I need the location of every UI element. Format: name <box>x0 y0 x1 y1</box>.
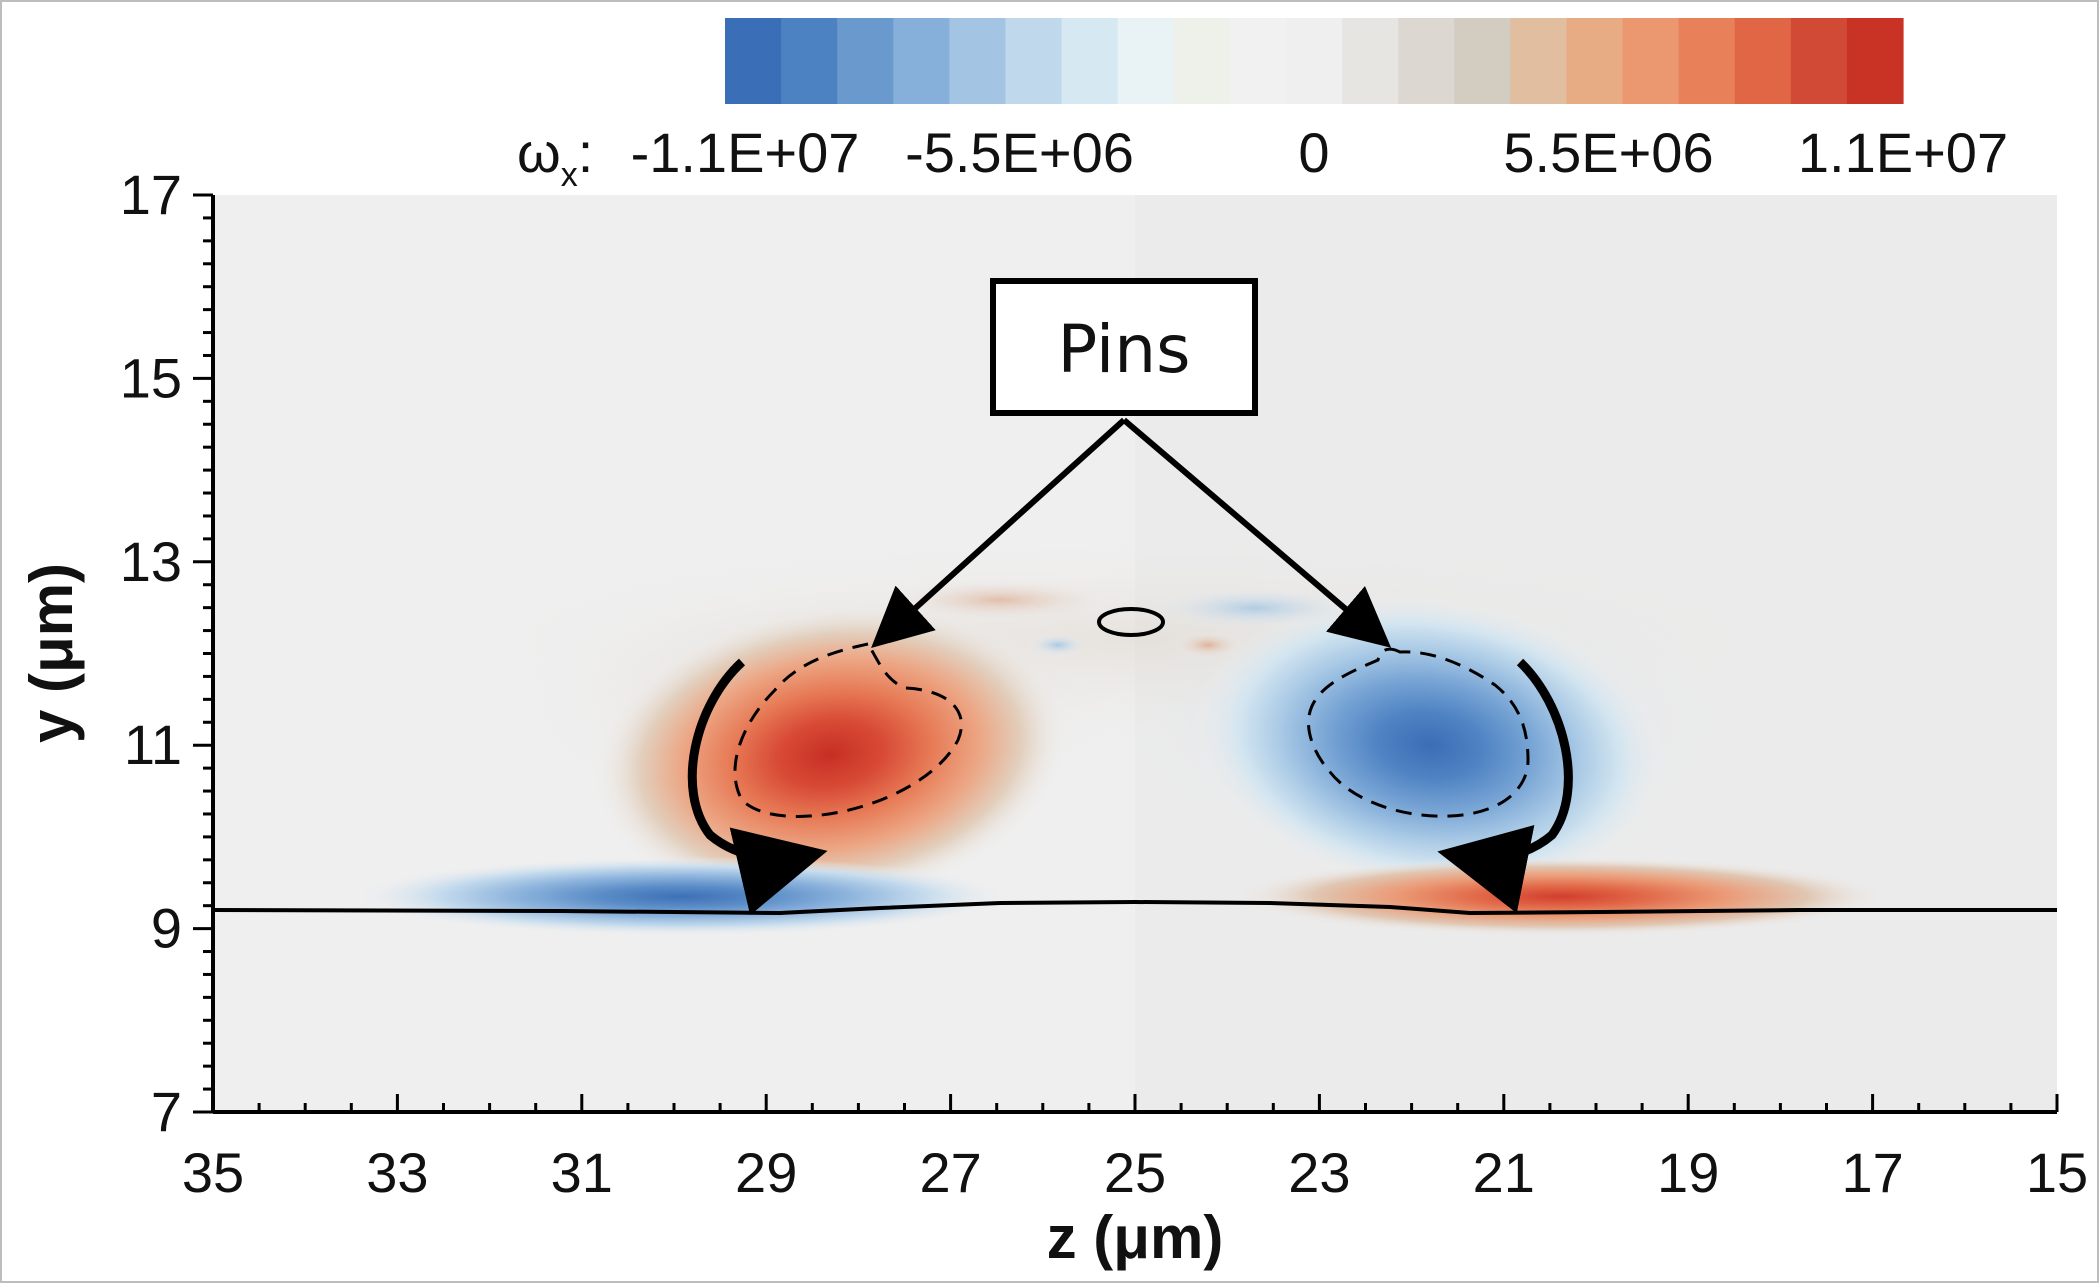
y-ticks: 7 9 11 13 15 17 <box>120 163 213 1143</box>
colorbar-swatch <box>1117 18 1175 104</box>
positive-vortex-wall <box>1230 856 1891 937</box>
x-tick-label: 29 <box>735 1141 797 1204</box>
dashed-contour-left <box>733 642 963 818</box>
rotation-arrow-right <box>1437 658 1573 914</box>
pins-arrow-right <box>1122 417 1392 648</box>
colorbar-labels: ωx: -1.1E+07 -5.5E+06 0 5.5E+06 1.1E+07 <box>517 121 2008 194</box>
tiny-positive-patch <box>1172 631 1244 659</box>
colorbar-swatch <box>1846 18 1904 104</box>
small-contour-loop <box>1097 607 1165 637</box>
colorbar-swatch <box>1173 18 1231 104</box>
colorbar-swatch <box>1790 18 1848 104</box>
x-tick-label: 21 <box>1473 1141 1535 1204</box>
dashed-contour-right <box>1307 647 1530 818</box>
x-tick-label: 19 <box>1657 1141 1719 1204</box>
colorbar-swatch <box>1398 18 1455 104</box>
colorbar-swatch <box>1342 18 1399 104</box>
colorbar-swatch <box>1454 18 1511 104</box>
colorbar-swatch <box>837 18 894 104</box>
colorbar-swatch <box>1061 18 1119 104</box>
pins-annotation: Pins <box>871 278 1392 649</box>
x-tick-label: 33 <box>366 1141 428 1204</box>
pins-label-box <box>990 278 1258 416</box>
colorbar-tick-label: -5.5E+06 <box>905 121 1134 184</box>
colorbar-swatch <box>1285 18 1343 104</box>
colorbar-tick-label: 5.5E+06 <box>1503 121 1713 184</box>
y-tick-label: 17 <box>120 163 182 226</box>
y-tick-label: 15 <box>120 346 182 409</box>
x-tick-label: 25 <box>1104 1141 1166 1204</box>
colorbar-tick-label: 1.1E+07 <box>1798 121 2008 184</box>
colorbar-swatch <box>1678 18 1736 104</box>
colorbar-swatch <box>1229 18 1287 104</box>
colorbar-swatch <box>725 18 782 104</box>
x-tick-label: 35 <box>182 1141 244 1204</box>
rotation-arrow-left <box>687 658 828 916</box>
colorbar-swatch <box>1510 18 1568 104</box>
x-axis-title: z (μm) <box>1047 1204 1224 1271</box>
colorbar-swatch <box>1005 18 1063 104</box>
y-tick-label: 11 <box>124 713 182 776</box>
tiny-negative-patch <box>1028 633 1088 657</box>
y-tick-label: 7 <box>151 1080 182 1143</box>
colorbar-swatch <box>1734 18 1792 104</box>
negative-vortex-core <box>1191 592 1669 898</box>
colorbar-swatch <box>893 18 950 104</box>
colorbar-swatch <box>781 18 838 104</box>
colorbar-tick-label: 0 <box>1298 121 1329 184</box>
x-tick-label: 17 <box>1841 1141 1903 1204</box>
y-tick-label: 13 <box>120 530 182 593</box>
pins-arrow-left <box>871 417 1127 649</box>
vortex-regions <box>351 592 1891 937</box>
x-tick-label: 31 <box>551 1141 613 1204</box>
colorbar-swatch <box>1566 18 1624 104</box>
colorbar-swatch <box>1622 18 1680 104</box>
x-tick-label: 15 <box>2026 1141 2088 1204</box>
x-tick-label: 23 <box>1288 1141 1350 1204</box>
small-positive-patch <box>880 578 1120 622</box>
x-ticks: 35 33 31 29 27 25 23 21 19 17 15 <box>182 1094 2088 1204</box>
negative-vortex-wall <box>351 856 1012 937</box>
y-tick-label: 9 <box>151 897 182 960</box>
colorbar-tick-label: -1.1E+07 <box>631 121 860 184</box>
y-axis-title: y (μm) <box>18 563 85 743</box>
colorbar-swatch <box>949 18 1007 104</box>
colorbar-variable-label: ωx: <box>517 121 593 194</box>
colorbar <box>725 18 1904 104</box>
small-negative-patch <box>1145 586 1365 630</box>
pins-label: Pins <box>1058 311 1191 388</box>
x-tick-label: 27 <box>919 1141 981 1204</box>
